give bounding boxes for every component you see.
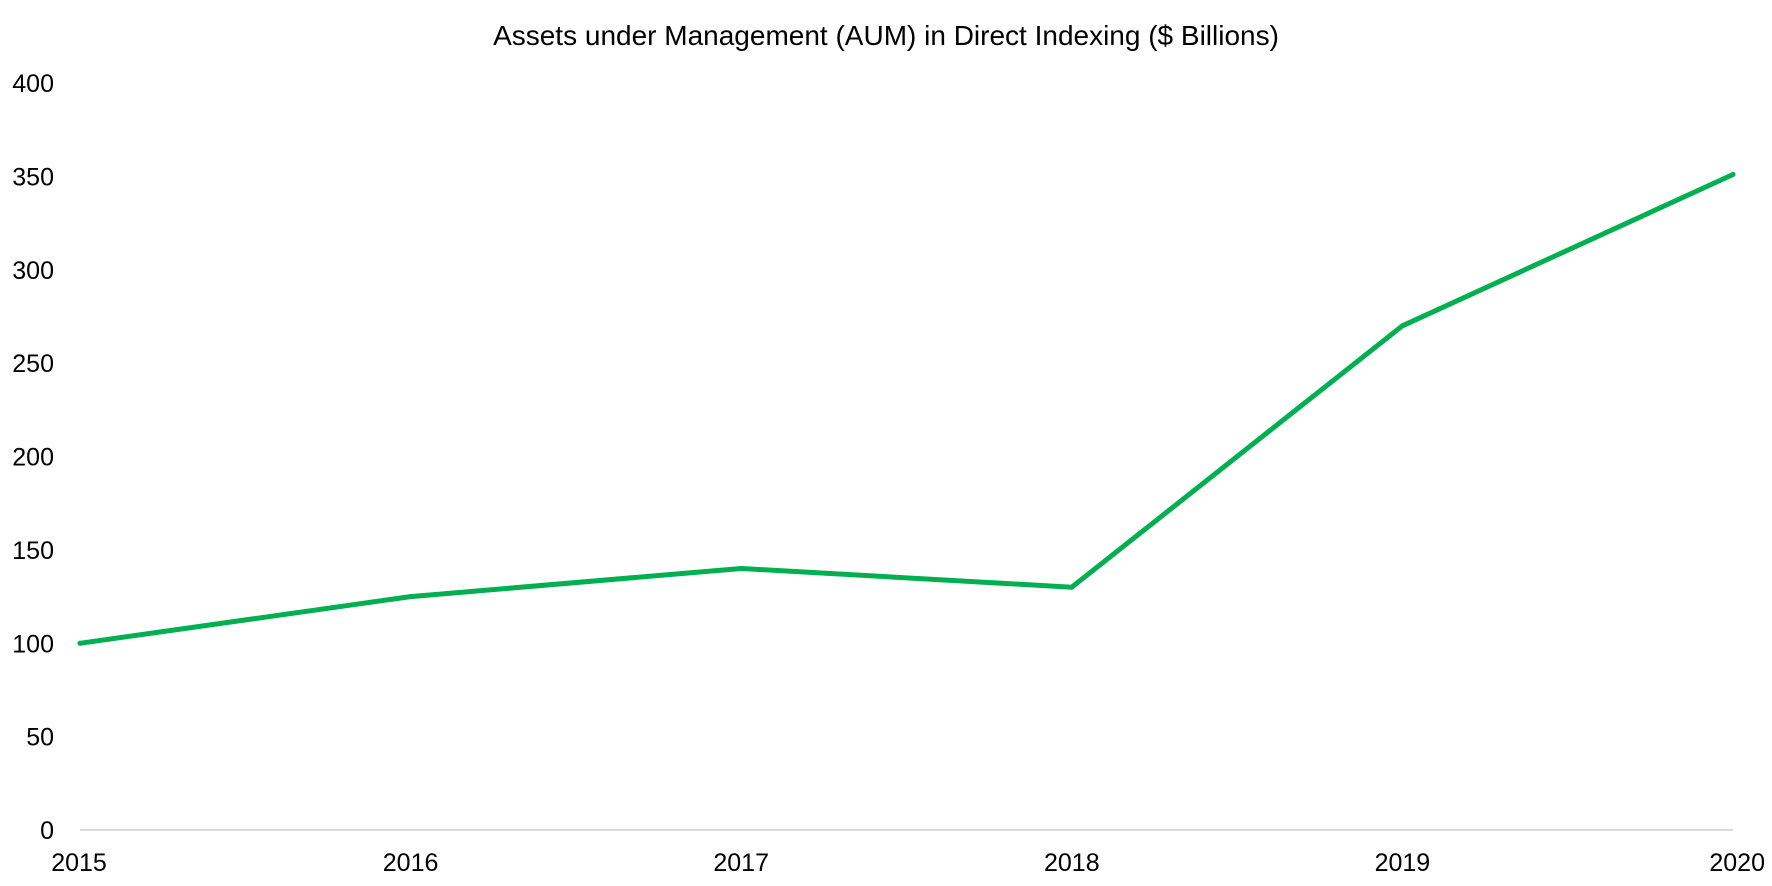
x-tick-label: 2019 [1375, 849, 1431, 877]
x-tick-label: 2020 [1709, 849, 1765, 877]
y-tick-label: 350 [12, 163, 54, 191]
data-point [1399, 323, 1405, 329]
x-tick-label: 2015 [51, 849, 107, 877]
data-point [408, 594, 414, 600]
y-tick-label: 200 [12, 444, 54, 472]
y-tick-label: 300 [12, 257, 54, 285]
chart-title: Assets under Management (AUM) in Direct … [493, 20, 1279, 51]
series-layer [77, 172, 1736, 646]
data-point [1730, 172, 1736, 178]
y-tick-label: 150 [12, 537, 54, 565]
x-axis: 2015 2016 2017 2018 2019 2020 [51, 849, 1765, 877]
x-tick-label: 2017 [713, 849, 769, 877]
y-tick-label: 400 [12, 70, 54, 98]
series-line-0 [77, 172, 1736, 646]
y-axis: 0 50 100 150 200 250 300 350 400 [12, 70, 54, 845]
x-tick-label: 2016 [383, 849, 439, 877]
y-tick-label: 250 [12, 350, 54, 378]
x-tick-label: 2018 [1044, 849, 1100, 877]
y-tick-label: 0 [40, 817, 54, 845]
y-tick-label: 50 [26, 724, 54, 752]
data-point [738, 566, 744, 572]
data-point [1069, 584, 1075, 590]
y-tick-label: 100 [12, 630, 54, 658]
data-point [77, 640, 83, 646]
